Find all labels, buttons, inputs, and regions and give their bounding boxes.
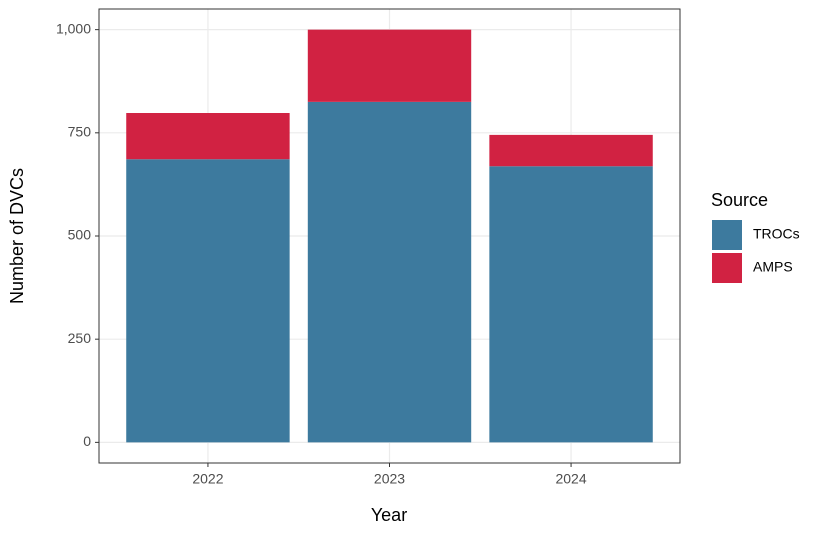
y-tick-label: 250 bbox=[68, 330, 92, 346]
y-axis-title: Number of DVCs bbox=[7, 168, 27, 304]
bar-segment bbox=[307, 29, 472, 102]
bar-segment bbox=[489, 166, 653, 443]
y-tick-label: 500 bbox=[68, 227, 92, 243]
legend-label: TROCs bbox=[753, 226, 800, 242]
y-tick-label: 750 bbox=[68, 124, 92, 140]
bars bbox=[126, 29, 653, 443]
y-tick-label: 1,000 bbox=[56, 20, 91, 36]
bar-segment bbox=[126, 159, 290, 443]
x-tick-label: 2024 bbox=[555, 471, 586, 487]
x-tick-label: 2022 bbox=[192, 471, 223, 487]
legend-title: Source bbox=[711, 190, 768, 210]
x-axis-title: Year bbox=[371, 505, 407, 525]
legend-key bbox=[712, 220, 742, 250]
bar-segment bbox=[307, 101, 472, 443]
legend-label: AMPS bbox=[753, 259, 793, 275]
legend-key bbox=[712, 253, 742, 283]
x-tick-label: 2023 bbox=[374, 471, 405, 487]
bar-segment bbox=[126, 113, 290, 160]
bar-segment bbox=[489, 134, 653, 167]
y-tick-label: 0 bbox=[83, 433, 91, 449]
